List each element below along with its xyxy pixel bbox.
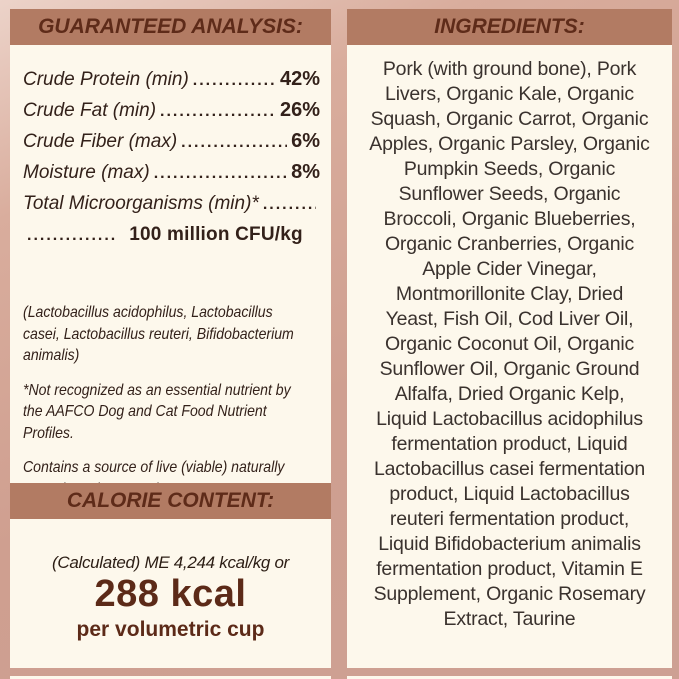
guaranteed-analysis-header-band: GUARANTEED ANALYSIS: [10,9,331,45]
analysis-row-total-microorganisms: Total Microorganisms (min)* ............… [23,188,320,219]
ingredients-list: Pork (with ground bone), Pork Livers, Or… [369,58,650,630]
analysis-row-cfu-value: .............. 100 million CFU/kg [23,219,320,250]
analysis-row-crude-protein: Crude Protein (min) ....................… [23,64,320,95]
microorganism-species-note: (Lactobacillus acidophilus, Lactobacillu… [23,304,294,364]
nutrient-label: Crude Protein (min) [23,69,189,90]
calorie-content-body: (Calculated) ME 4,244 kcal/kg or 288 kca… [10,519,331,642]
nutrient-label: Crude Fiber (max) [23,131,178,152]
nutrient-label: Moisture (max) [23,162,150,183]
next-panel-sliver-left [10,676,331,679]
aafco-footnote: *Not recognized as an essential nutrient… [23,381,291,442]
dot-leader: ........................................… [262,196,316,213]
analysis-rows: Crude Protein (min) ....................… [10,45,331,250]
nutrient-value: 8% [291,161,320,183]
dot-leader: ........................................… [181,134,287,151]
kcal-value: 288 kcal [94,573,247,615]
dot-leader: ........................................… [153,165,288,182]
analysis-row-crude-fat: Crude Fat (min) ........................… [23,95,320,126]
ingredients-title: INGREDIENTS: [434,15,585,38]
next-panel-sliver-right [347,676,672,679]
nutrient-value: 6% [291,130,320,152]
nutrient-value: 42% [279,68,320,90]
analysis-row-crude-fiber: Crude Fiber (max) ......................… [23,126,320,157]
analysis-notes: (Lactobacillus acidophilus, Lactobacillu… [23,302,363,513]
ingredients-card: INGREDIENTS: Pork (with ground bone), Po… [347,9,672,668]
nutrient-label: Crude Fat (min) [23,100,157,121]
guaranteed-analysis-title: GUARANTEED ANALYSIS: [38,15,303,38]
dot-leader: .............. [27,227,118,244]
dot-leader: ........................................… [160,103,276,120]
dot-leader: ........................................… [192,72,276,89]
kcal-unit: per volumetric cup [76,618,265,641]
ingredients-header-band: INGREDIENTS: [347,9,672,45]
nutrient-label: Total Microorganisms (min)* [23,193,259,214]
guaranteed-analysis-card: GUARANTEED ANALYSIS: Crude Protein (min)… [10,9,331,668]
nutrient-value: 26% [279,99,320,121]
cfu-value: 100 million CFU/kg [129,224,303,245]
analysis-row-moisture: Moisture (max) .........................… [23,157,320,188]
calorie-content-header-band: CALORIE CONTENT: [10,483,331,519]
calorie-content-title: CALORIE CONTENT: [66,489,275,512]
calculated-me-line: (Calculated) ME 4,244 kcal/kg or [51,553,289,572]
